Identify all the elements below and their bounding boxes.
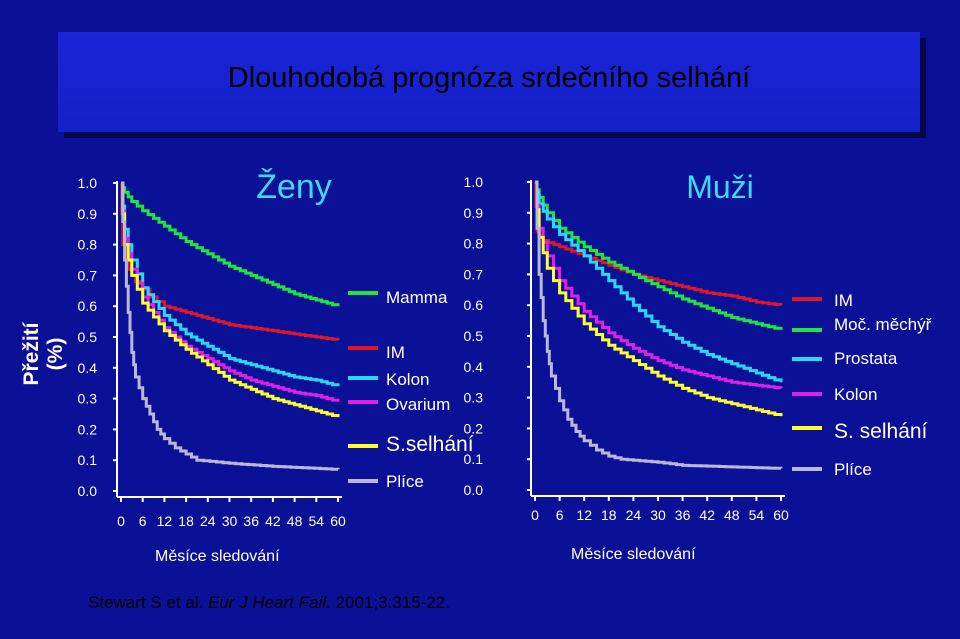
y-tick-label-women: 0.4 bbox=[78, 360, 98, 376]
y-tick-label-women: 0.9 bbox=[78, 206, 98, 222]
x-axis-label-men: Měsíce sledování bbox=[571, 546, 696, 563]
title-box: Dlouhodobá prognóza srdečního selhání bbox=[58, 32, 920, 132]
x-tick-label-women: 48 bbox=[287, 513, 303, 529]
series-line-men bbox=[535, 180, 783, 470]
y-tick-label-women: 0.6 bbox=[78, 298, 98, 314]
x-tick-label-women: 0 bbox=[117, 513, 125, 529]
x-tick-label-women: 30 bbox=[222, 513, 238, 529]
x-tick-label-women: 60 bbox=[330, 513, 346, 529]
legend-label-women: Plíce bbox=[386, 472, 424, 491]
y-tick-label-women: 1.0 bbox=[78, 175, 98, 191]
legend-label-women: Kolon bbox=[386, 370, 429, 389]
legend-label-men: Kolon bbox=[834, 385, 877, 404]
series-line-women bbox=[121, 181, 340, 387]
y-tick-label-men: 0.2 bbox=[464, 420, 484, 436]
citation-journal: Eur J Heart Fail. bbox=[208, 593, 331, 612]
citation-authors: Stewart S et al. bbox=[88, 593, 204, 612]
series-line-women bbox=[121, 181, 340, 471]
legend-label-men: Plíce bbox=[834, 460, 872, 479]
legend-label-women: IM bbox=[386, 343, 405, 362]
y-tick-label-women: 0.8 bbox=[78, 237, 98, 253]
y-tick-label-men: 0.1 bbox=[464, 451, 484, 467]
legend-label-women: S.selhání bbox=[386, 433, 474, 456]
x-axis-label-women: Měsíce sledování bbox=[155, 548, 280, 565]
series-line-women bbox=[121, 181, 340, 307]
y-tick-label-men: 0.8 bbox=[464, 236, 484, 252]
legend-label-women: Ovarium bbox=[386, 395, 450, 414]
x-tick-label-men: 18 bbox=[601, 507, 617, 523]
chart-title-men: Muži bbox=[686, 169, 754, 205]
x-tick-label-men: 42 bbox=[699, 507, 715, 523]
series-line-women bbox=[121, 181, 340, 418]
y-tick-label-women: 0.0 bbox=[78, 483, 98, 499]
y-tick-label-men: 1.0 bbox=[464, 174, 484, 190]
legend-label-women: Mamma bbox=[386, 288, 448, 307]
legend-label-men: IM bbox=[834, 291, 853, 310]
y-tick-label-women: 0.3 bbox=[78, 391, 98, 407]
y-tick-label-men: 0.3 bbox=[464, 390, 484, 406]
y-tick-label-men: 0.6 bbox=[464, 297, 484, 313]
y-tick-label-women: 0.2 bbox=[78, 421, 98, 437]
citation-ref: 2001;3:315-22. bbox=[335, 593, 450, 612]
x-tick-label-men: 36 bbox=[675, 507, 691, 523]
x-tick-label-women: 18 bbox=[178, 513, 194, 529]
chart-title-women: Ženy bbox=[256, 168, 332, 206]
x-tick-label-men: 12 bbox=[576, 507, 592, 523]
series-line-men bbox=[534, 180, 783, 306]
x-tick-label-men: 48 bbox=[724, 507, 740, 523]
x-tick-label-women: 36 bbox=[243, 513, 259, 529]
citation: Stewart S et al. Eur J Heart Fail. 2001;… bbox=[88, 593, 450, 613]
slide-title: Dlouhodobá prognóza srdečního selhání bbox=[227, 62, 751, 94]
legend-label-men: Moč. měchýř bbox=[834, 315, 932, 334]
y-tick-label-women: 0.7 bbox=[78, 267, 98, 283]
y-tick-label-men: 0.4 bbox=[464, 359, 484, 375]
x-tick-label-women: 54 bbox=[309, 513, 325, 529]
x-tick-label-men: 60 bbox=[773, 507, 789, 523]
x-tick-label-women: 24 bbox=[200, 513, 216, 529]
series-line-men bbox=[535, 180, 783, 330]
x-tick-label-women: 42 bbox=[265, 513, 281, 529]
y-tick-label-women: 0.5 bbox=[78, 329, 98, 345]
x-tick-label-men: 54 bbox=[749, 507, 765, 523]
y-tick-label-men: 0.5 bbox=[464, 328, 484, 344]
x-tick-label-men: 24 bbox=[626, 507, 642, 523]
y-tick-label-men: 0.0 bbox=[464, 482, 484, 498]
x-tick-label-men: 0 bbox=[531, 507, 539, 523]
x-tick-label-women: 6 bbox=[139, 513, 147, 529]
y-tick-label-men: 0.9 bbox=[464, 205, 484, 221]
x-tick-label-men: 30 bbox=[650, 507, 666, 523]
y-tick-label-men: 0.7 bbox=[464, 266, 484, 282]
series-line-men bbox=[535, 180, 783, 417]
legend-label-men: S. selhání bbox=[834, 420, 928, 443]
x-tick-label-women: 12 bbox=[157, 513, 173, 529]
x-tick-label-men: 6 bbox=[556, 507, 564, 523]
series-line-men bbox=[535, 180, 783, 390]
y-tick-label-women: 0.1 bbox=[78, 452, 98, 468]
series-line-men bbox=[535, 180, 783, 383]
legend-label-men: Prostata bbox=[834, 349, 898, 368]
